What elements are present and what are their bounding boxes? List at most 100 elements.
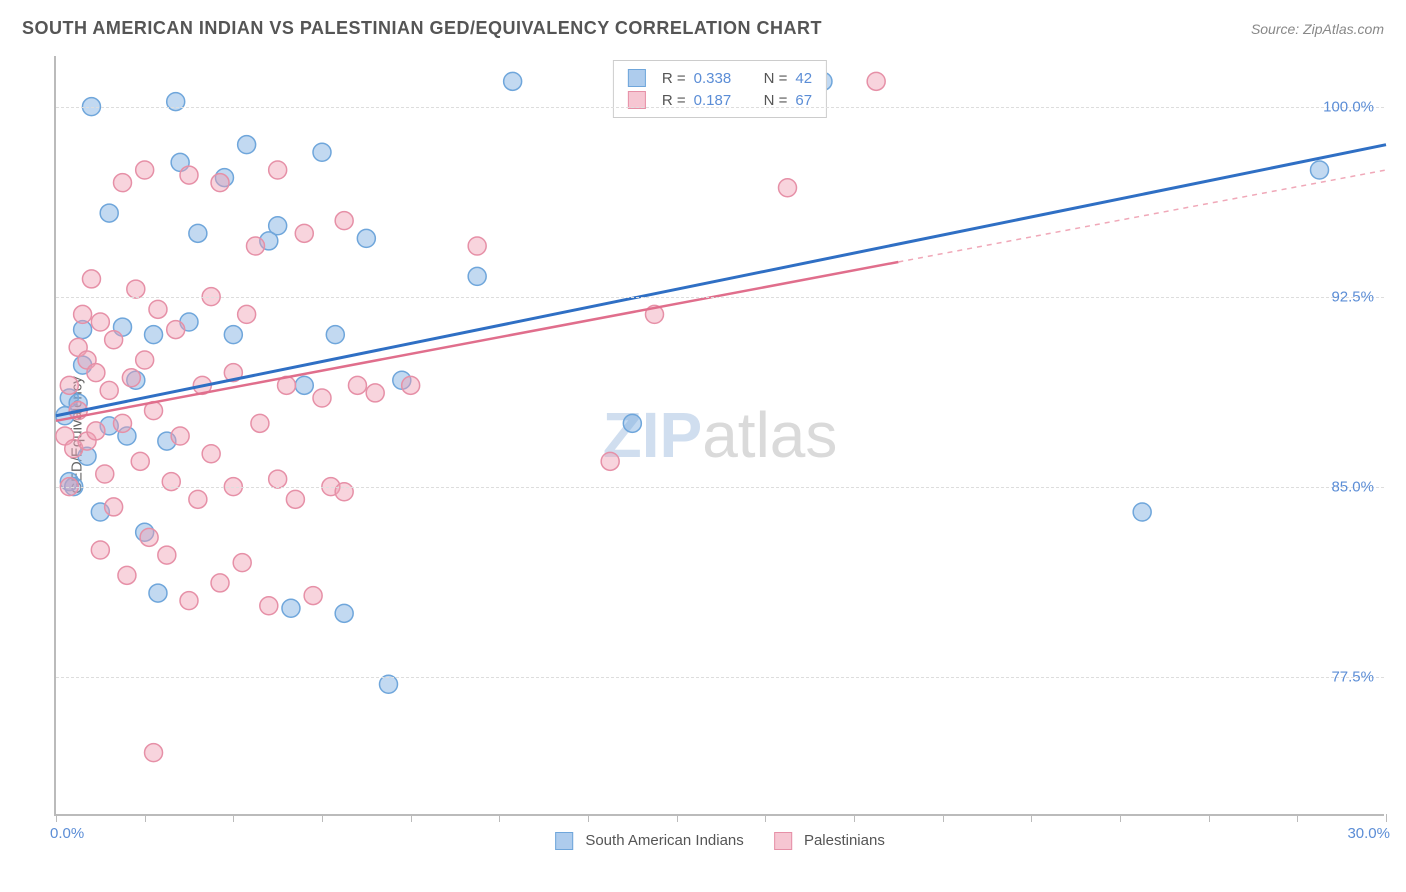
scatter-point bbox=[326, 326, 344, 344]
legend-top: R = 0.338 N = 42 R = 0.187 N = 67 bbox=[613, 60, 827, 118]
n-label: N = bbox=[764, 70, 788, 87]
legend-item-1: Palestinians bbox=[774, 832, 885, 850]
scatter-point bbox=[282, 599, 300, 617]
scatter-point bbox=[167, 321, 185, 339]
scatter-point bbox=[402, 376, 420, 394]
scatter-point bbox=[867, 72, 885, 90]
scatter-point bbox=[295, 224, 313, 242]
x-tick bbox=[499, 814, 500, 822]
scatter-point bbox=[131, 452, 149, 470]
x-label-left: 0.0% bbox=[50, 825, 84, 842]
legend-bottom: South American Indians Palestinians bbox=[555, 832, 885, 850]
scatter-point bbox=[74, 305, 92, 323]
scatter-point bbox=[114, 414, 132, 432]
x-tick bbox=[145, 814, 146, 822]
scatter-point bbox=[127, 280, 145, 298]
scatter-point bbox=[335, 212, 353, 230]
scatter-point bbox=[348, 376, 366, 394]
legend-label-0: South American Indians bbox=[585, 832, 743, 849]
scatter-point bbox=[233, 554, 251, 572]
legend-swatch-blue-icon bbox=[628, 69, 646, 87]
scatter-point bbox=[304, 587, 322, 605]
scatter-point bbox=[313, 143, 331, 161]
scatter-point bbox=[269, 217, 287, 235]
grid-line bbox=[56, 297, 1384, 298]
x-tick bbox=[677, 814, 678, 822]
x-tick bbox=[1297, 814, 1298, 822]
scatter-point bbox=[162, 473, 180, 491]
scatter-point bbox=[623, 414, 641, 432]
scatter-point bbox=[269, 470, 287, 488]
y-tick-label: 92.5% bbox=[1331, 288, 1374, 305]
scatter-point bbox=[180, 166, 198, 184]
scatter-point bbox=[105, 498, 123, 516]
legend-label-1: Palestinians bbox=[804, 832, 885, 849]
scatter-point bbox=[114, 174, 132, 192]
scatter-point bbox=[145, 744, 163, 762]
scatter-point bbox=[380, 675, 398, 693]
grid-line bbox=[56, 487, 1384, 488]
x-tick bbox=[411, 814, 412, 822]
scatter-point bbox=[601, 452, 619, 470]
y-tick-label: 77.5% bbox=[1331, 668, 1374, 685]
scatter-point bbox=[1133, 503, 1151, 521]
x-tick bbox=[943, 814, 944, 822]
r-value-0: 0.338 bbox=[694, 70, 746, 87]
scatter-point bbox=[366, 384, 384, 402]
scatter-point bbox=[468, 267, 486, 285]
scatter-point bbox=[149, 300, 167, 318]
scatter-point bbox=[779, 179, 797, 197]
scatter-point bbox=[96, 465, 114, 483]
scatter-point bbox=[189, 490, 207, 508]
scatter-point bbox=[211, 574, 229, 592]
trend-line bbox=[56, 145, 1386, 416]
scatter-point bbox=[260, 597, 278, 615]
legend-swatch-0-icon bbox=[555, 832, 573, 850]
scatter-point bbox=[122, 369, 140, 387]
scatter-point bbox=[167, 93, 185, 111]
scatter-point bbox=[286, 490, 304, 508]
r-label: R = bbox=[662, 70, 686, 87]
scatter-point bbox=[136, 161, 154, 179]
scatter-point bbox=[149, 584, 167, 602]
scatter-point bbox=[189, 224, 207, 242]
x-tick bbox=[1120, 814, 1121, 822]
scatter-point bbox=[100, 381, 118, 399]
scatter-point bbox=[140, 528, 158, 546]
scatter-point bbox=[211, 174, 229, 192]
scatter-point bbox=[269, 161, 287, 179]
x-tick bbox=[1031, 814, 1032, 822]
scatter-point bbox=[100, 204, 118, 222]
plot-svg bbox=[56, 56, 1384, 814]
x-label-right: 30.0% bbox=[1347, 825, 1390, 842]
scatter-point bbox=[60, 376, 78, 394]
scatter-point bbox=[357, 229, 375, 247]
legend-swatch-1-icon bbox=[774, 832, 792, 850]
scatter-point bbox=[87, 364, 105, 382]
scatter-point bbox=[118, 566, 136, 584]
scatter-point bbox=[145, 326, 163, 344]
legend-item-0: South American Indians bbox=[555, 832, 744, 850]
scatter-point bbox=[295, 376, 313, 394]
x-tick bbox=[56, 814, 57, 822]
x-tick bbox=[1209, 814, 1210, 822]
n-value-0: 42 bbox=[795, 70, 812, 87]
scatter-point bbox=[202, 445, 220, 463]
x-tick bbox=[233, 814, 234, 822]
scatter-point bbox=[504, 72, 522, 90]
scatter-point bbox=[91, 541, 109, 559]
chart-container: GED/Equivalency ZIPatlas R = 0.338 N = 4… bbox=[54, 56, 1384, 816]
chart-title: SOUTH AMERICAN INDIAN VS PALESTINIAN GED… bbox=[22, 18, 822, 39]
scatter-point bbox=[158, 546, 176, 564]
scatter-point bbox=[180, 592, 198, 610]
scatter-point bbox=[247, 237, 265, 255]
grid-line bbox=[56, 677, 1384, 678]
trend-line-dashed bbox=[898, 170, 1386, 262]
scatter-point bbox=[171, 427, 189, 445]
scatter-point bbox=[238, 305, 256, 323]
scatter-point bbox=[238, 136, 256, 154]
grid-line bbox=[56, 107, 1384, 108]
scatter-point bbox=[91, 313, 109, 331]
scatter-point bbox=[224, 326, 242, 344]
x-tick bbox=[854, 814, 855, 822]
